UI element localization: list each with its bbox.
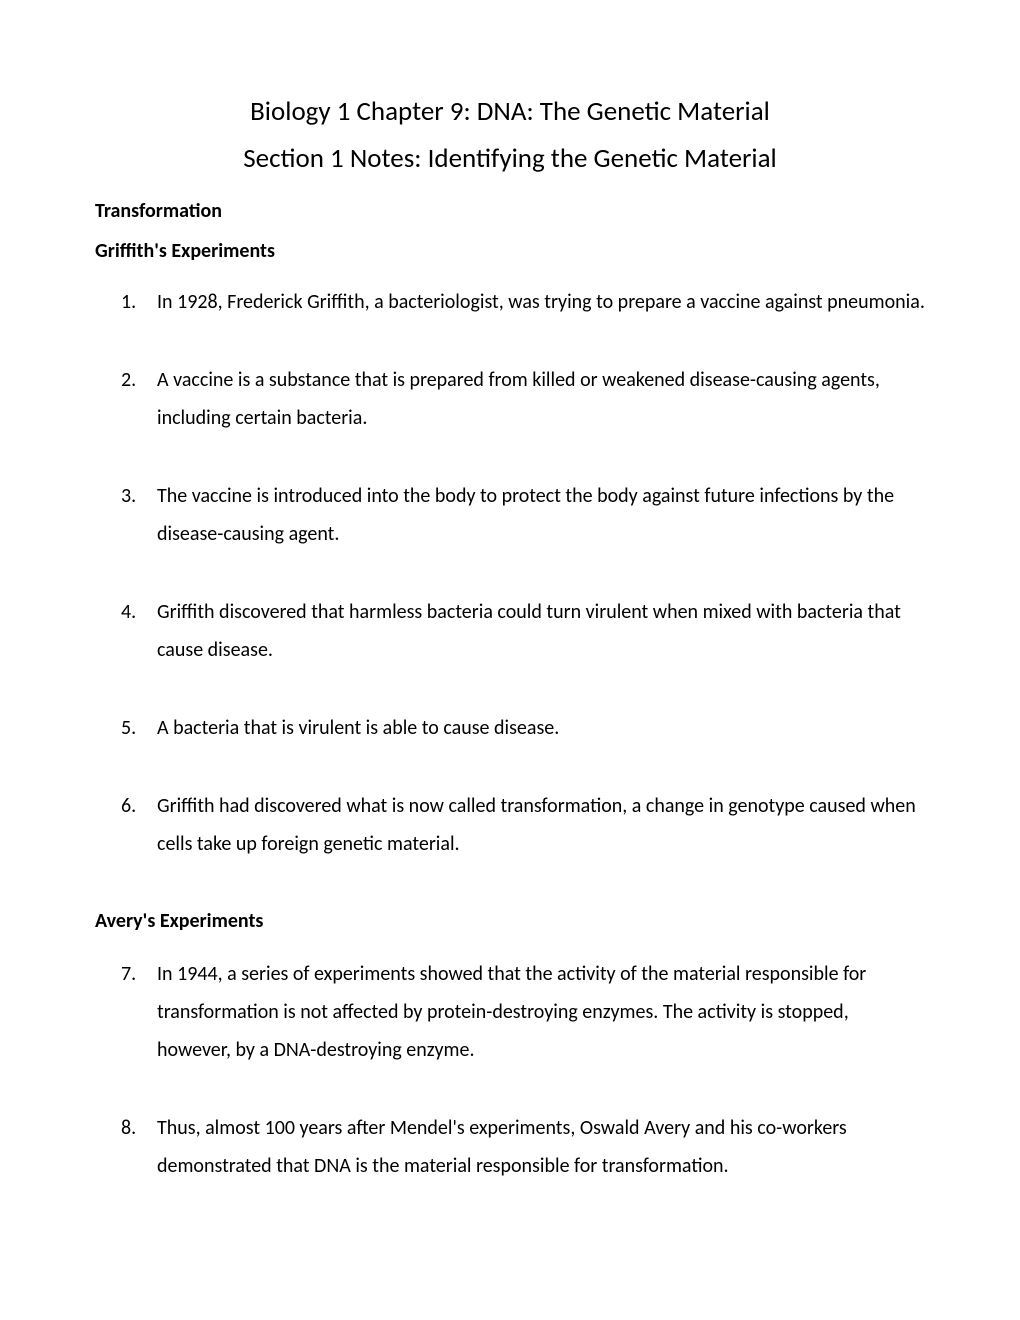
list-item: 6. Griffith had discovered what is now c… <box>135 787 925 863</box>
item-number: 2. <box>121 361 136 399</box>
item-number: 3. <box>121 477 136 515</box>
item-text: In 1944, a series of experiments showed … <box>157 962 866 1062</box>
item-text: Griffith discovered that harmless bacter… <box>157 600 901 662</box>
item-text: Griffith had discovered what is now call… <box>157 794 916 856</box>
heading-griffith: Griffith's Experiments <box>95 239 925 263</box>
notes-list-griffith: 1. In 1928, Frederick Griffith, a bacter… <box>95 283 925 863</box>
item-text: The vaccine is introduced into the body … <box>157 484 894 546</box>
item-text: A vaccine is a substance that is prepare… <box>157 368 880 430</box>
list-item: 7. In 1944, a series of experiments show… <box>135 955 925 1069</box>
item-number: 6. <box>121 787 136 825</box>
item-number: 8. <box>121 1109 136 1147</box>
item-text: In 1928, Frederick Griffith, a bacteriol… <box>157 290 925 314</box>
item-text: Thus, almost 100 years after Mendel's ex… <box>157 1116 847 1178</box>
section-title: Section 1 Notes: Identifying the Genetic… <box>95 142 925 175</box>
item-number: 1. <box>121 283 136 321</box>
list-item: 3. The vaccine is introduced into the bo… <box>135 477 925 553</box>
notes-list-avery: 7. In 1944, a series of experiments show… <box>95 955 925 1185</box>
list-item: 2. A vaccine is a substance that is prep… <box>135 361 925 437</box>
list-item: 8. Thus, almost 100 years after Mendel's… <box>135 1109 925 1185</box>
list-item: 5. A bacteria that is virulent is able t… <box>135 709 925 747</box>
heading-transformation: Transformation <box>95 199 925 223</box>
list-item: 4. Griffith discovered that harmless bac… <box>135 593 925 669</box>
list-item: 1. In 1928, Frederick Griffith, a bacter… <box>135 283 925 321</box>
item-text: A bacteria that is virulent is able to c… <box>157 716 559 740</box>
item-number: 4. <box>121 593 136 631</box>
item-number: 5. <box>121 709 136 747</box>
chapter-title: Biology 1 Chapter 9: DNA: The Genetic Ma… <box>95 95 925 128</box>
item-number: 7. <box>121 955 136 993</box>
heading-avery: Avery's Experiments <box>95 909 925 933</box>
